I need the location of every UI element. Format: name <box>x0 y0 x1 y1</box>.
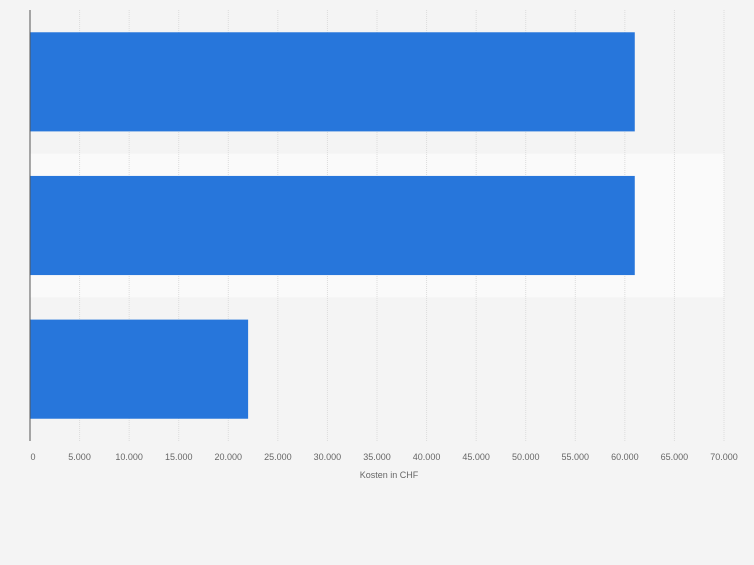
x-tick-label: 0 <box>30 452 35 462</box>
x-tick-label: 45.000 <box>462 452 490 462</box>
x-tick-label: 70.000 <box>710 452 738 462</box>
x-tick-label: 30.000 <box>314 452 342 462</box>
x-tick-label: 10.000 <box>115 452 143 462</box>
x-tick-label: 15.000 <box>165 452 193 462</box>
x-tick-label: 5.000 <box>68 452 91 462</box>
x-tick-labels: 0 5.000 10.000 15.000 20.000 25.000 30.000 35.0… <box>30 452 737 462</box>
bars <box>30 32 635 419</box>
x-tick-label: 60.000 <box>611 452 639 462</box>
bar[interactable] <box>30 319 249 419</box>
x-tick-label: 50.000 <box>512 452 540 462</box>
x-tick-label: 65.000 <box>661 452 689 462</box>
x-tick-label: 35.000 <box>363 452 391 462</box>
bar[interactable] <box>30 175 635 276</box>
bar[interactable] <box>30 32 635 132</box>
x-axis-label: Kosten in CHF <box>360 470 419 480</box>
x-tick-label: 55.000 <box>562 452 590 462</box>
x-tick-label: 40.000 <box>413 452 441 462</box>
x-tick-label: 25.000 <box>264 452 292 462</box>
x-tick-label: 20.000 <box>215 452 243 462</box>
